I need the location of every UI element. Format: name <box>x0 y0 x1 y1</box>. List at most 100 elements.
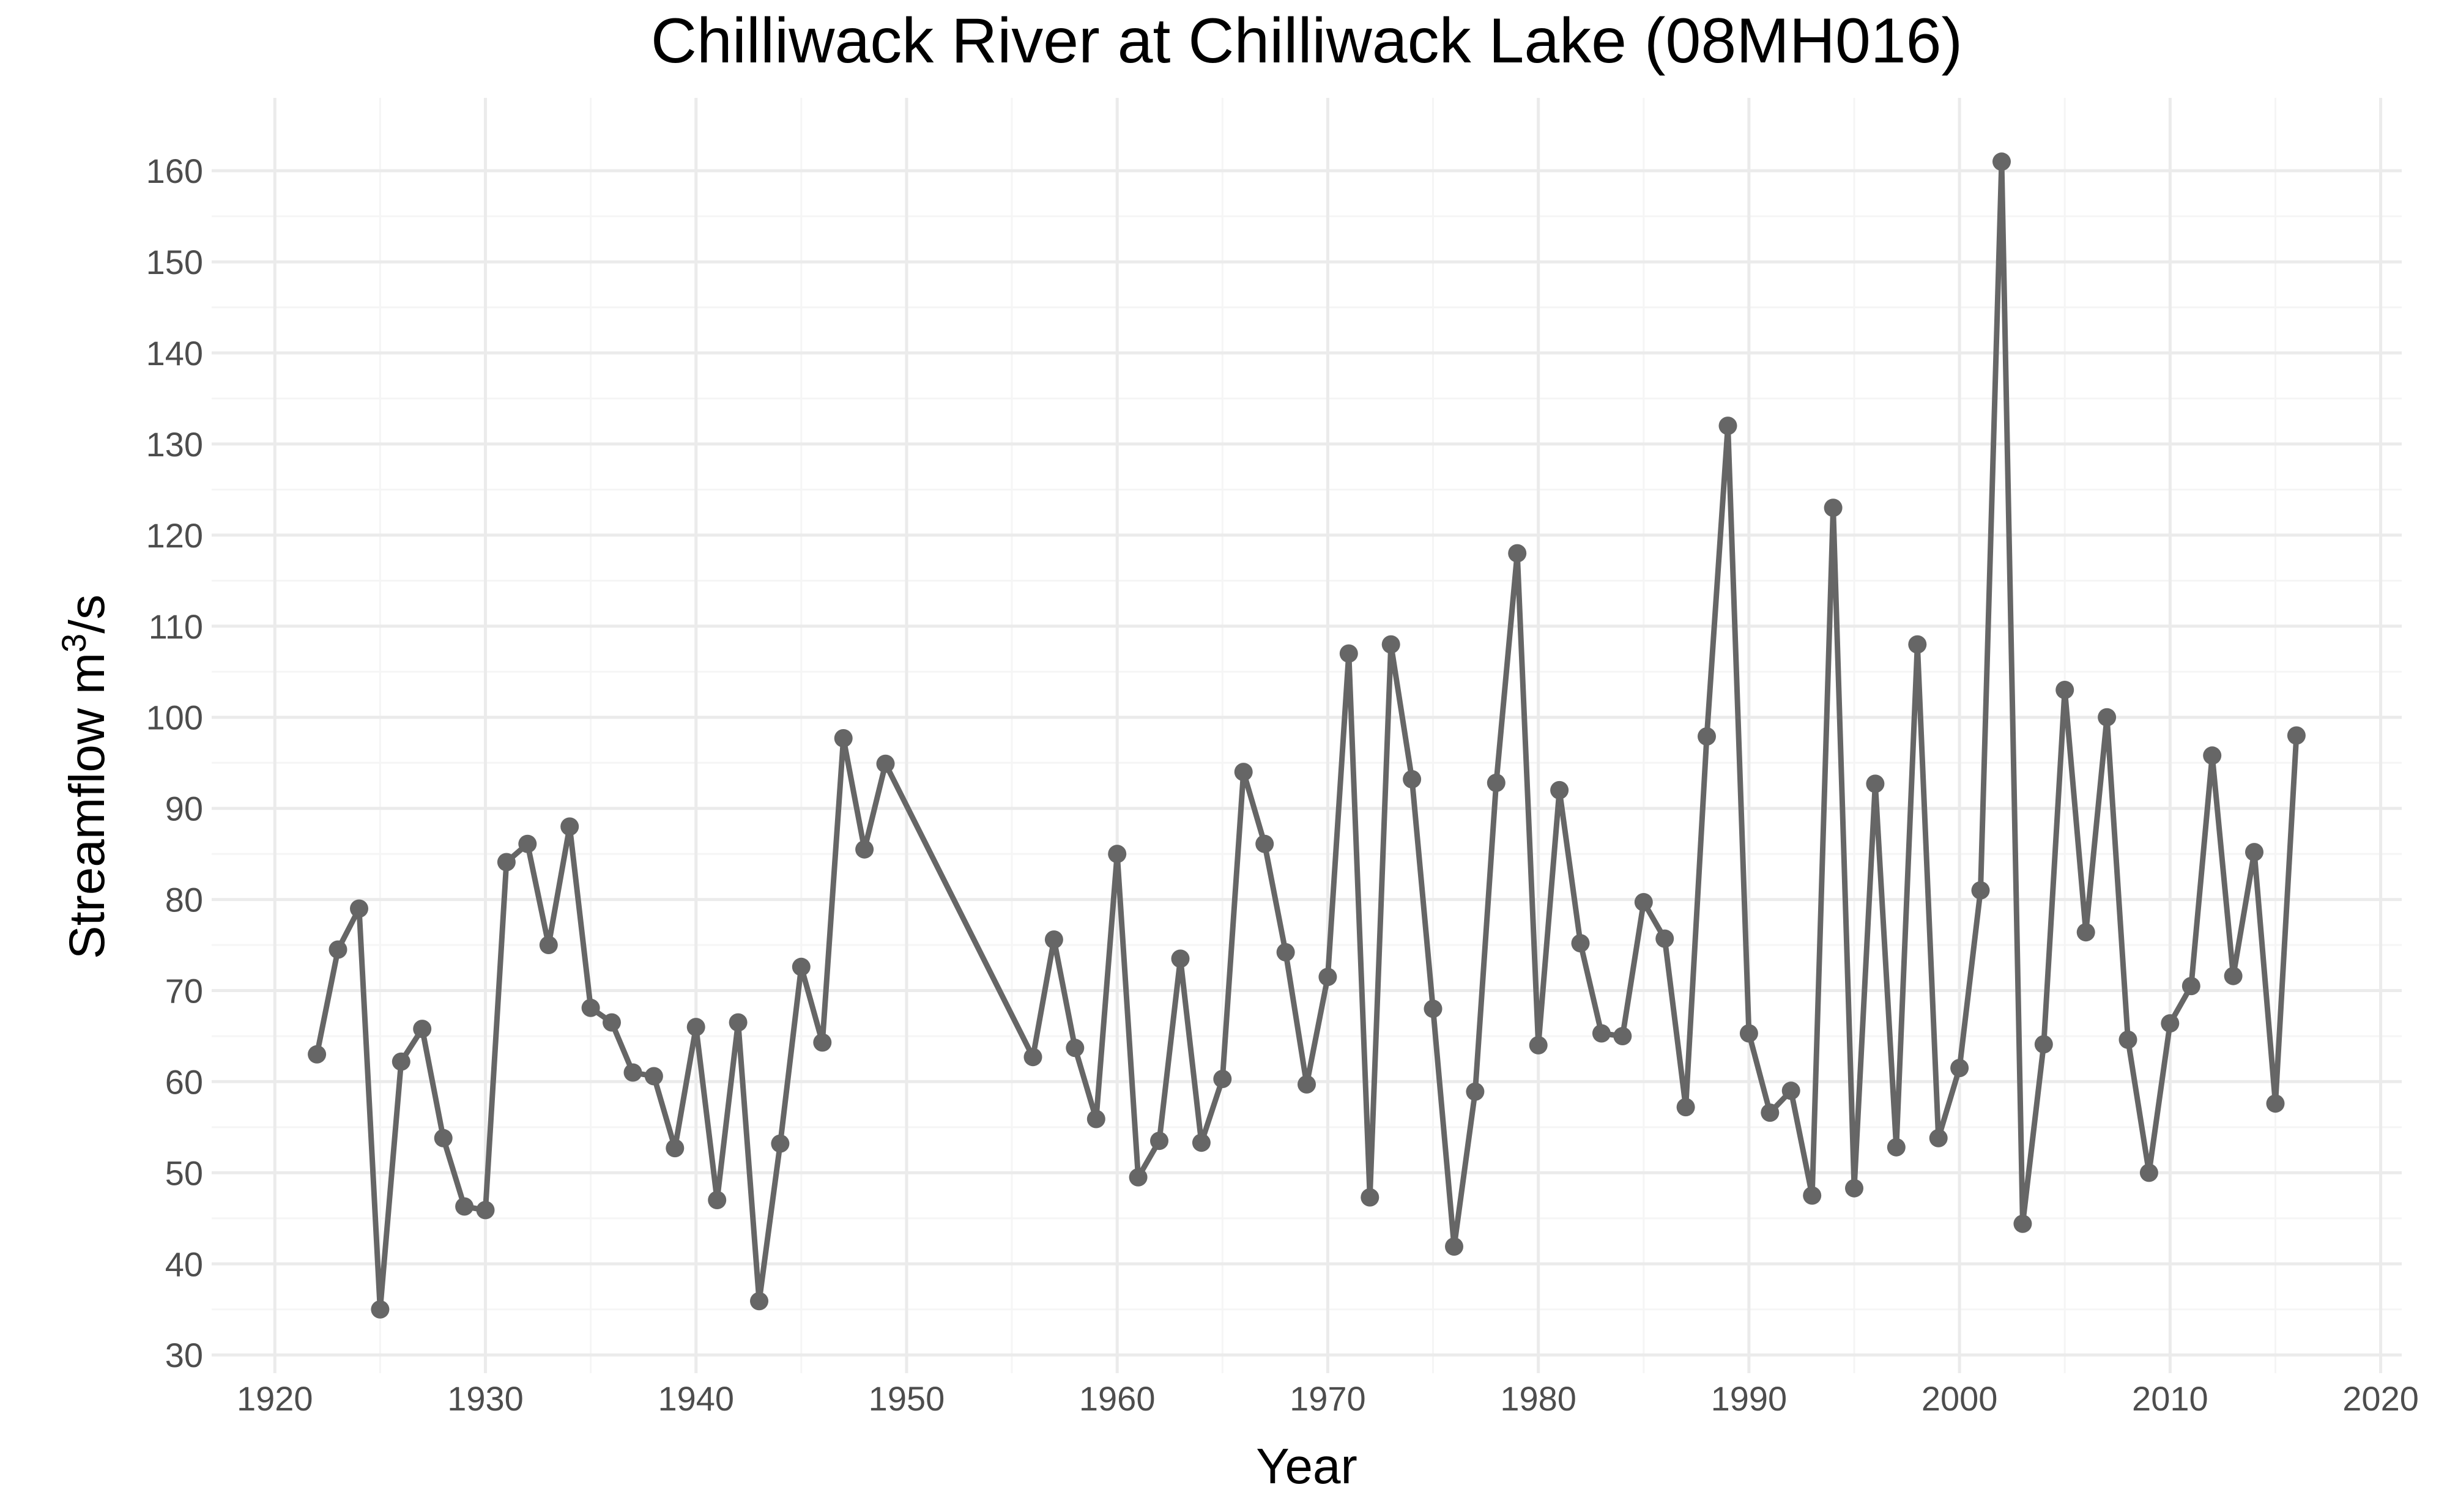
data-point <box>1234 763 1253 782</box>
data-point <box>2034 1035 2053 1054</box>
data-point <box>1508 544 1527 563</box>
data-point <box>1592 1024 1611 1043</box>
data-point <box>1403 770 1422 788</box>
data-point <box>1255 834 1274 853</box>
data-point <box>834 729 853 747</box>
data-point <box>855 840 874 859</box>
data-point <box>2203 746 2222 765</box>
data-point <box>644 1067 663 1086</box>
y-axis-title-superscript: 3 <box>54 634 93 653</box>
data-point <box>2013 1214 2032 1233</box>
y-axis-title-main: Streamflow m <box>59 653 115 959</box>
y-tick-label: 100 <box>146 699 203 737</box>
data-point <box>1634 893 1653 911</box>
data-point <box>1676 1098 1695 1117</box>
streamflow-line <box>314 158 2300 1313</box>
y-tick-label: 50 <box>165 1154 203 1192</box>
data-point <box>1381 635 1400 654</box>
data-point <box>1887 1138 1906 1157</box>
y-tick-label: 30 <box>165 1336 203 1374</box>
data-point <box>1361 1188 1379 1207</box>
grid <box>212 98 2402 1373</box>
y-tick-label: 70 <box>165 972 203 1010</box>
data-point <box>1992 152 2011 171</box>
data-point <box>539 936 558 954</box>
x-tick-label: 2020 <box>2342 1379 2419 1418</box>
data-point <box>2224 966 2243 985</box>
data-point <box>666 1139 685 1158</box>
data-point <box>603 1013 621 1032</box>
data-point <box>1108 845 1127 864</box>
data-point <box>1276 943 1295 962</box>
data-point <box>1718 417 1737 435</box>
x-tick-label: 1940 <box>658 1379 734 1418</box>
data-point <box>876 754 895 773</box>
data-point <box>2245 843 2263 862</box>
data-point <box>1213 1070 1232 1088</box>
y-tick-label: 80 <box>165 881 203 919</box>
x-tick-label: 1960 <box>1079 1379 1156 1418</box>
data-point <box>686 1018 705 1037</box>
data-point <box>1950 1059 1969 1078</box>
data-point <box>1529 1036 1548 1054</box>
tick-labels: 1920 1930 1940 1950 1960 1970 1980 1990 2000 2010… <box>146 152 2419 1418</box>
data-point <box>1129 1168 1148 1187</box>
data-point <box>1845 1179 1863 1198</box>
data-point <box>581 998 600 1017</box>
data-point <box>1445 1237 1463 1256</box>
y-tick-label: 150 <box>146 243 203 281</box>
data-point <box>1866 774 1885 793</box>
y-tick-label: 40 <box>165 1245 203 1283</box>
x-tick-label: 1920 <box>237 1379 313 1418</box>
data-point <box>2161 1014 2180 1033</box>
data-point <box>1781 1081 1800 1100</box>
x-tick-label: 1950 <box>869 1379 945 1418</box>
data-point <box>1803 1186 1822 1205</box>
data-point <box>455 1197 474 1216</box>
data-point <box>1824 498 1843 517</box>
x-tick-label: 1970 <box>1290 1379 1366 1418</box>
y-axis-title: Streamflow m3/s <box>54 595 115 959</box>
x-axis-title: Year <box>1256 1439 1357 1494</box>
data-point <box>1150 1132 1168 1151</box>
data-point <box>1171 949 1190 968</box>
data-point <box>1739 1024 1758 1043</box>
data-point <box>2182 977 2200 996</box>
data-point <box>729 1013 748 1032</box>
data-point <box>623 1063 642 1082</box>
data-point <box>413 1020 432 1039</box>
y-tick-label: 130 <box>146 425 203 464</box>
data-point <box>1424 999 1443 1018</box>
data-point <box>1971 881 1990 900</box>
data-point <box>1318 968 1337 987</box>
data-point <box>1571 934 1590 953</box>
data-point <box>771 1134 790 1153</box>
data-point <box>1761 1103 1780 1122</box>
data-point <box>1698 727 1716 746</box>
data-point <box>392 1052 410 1071</box>
x-tick-label: 1980 <box>1500 1379 1576 1418</box>
data-point <box>2055 681 2074 699</box>
data-point <box>476 1201 495 1220</box>
y-tick-label: 160 <box>146 152 203 190</box>
y-axis-title-tail: /s <box>59 595 115 634</box>
data-point <box>2266 1094 2285 1113</box>
data-point <box>1086 1110 1105 1128</box>
data-point <box>1613 1027 1632 1045</box>
data-point <box>308 1045 327 1064</box>
data-point <box>1655 929 1674 948</box>
data-point <box>434 1128 453 1147</box>
data-series <box>308 152 2306 1319</box>
data-point <box>371 1300 390 1319</box>
y-tick-label: 60 <box>165 1062 203 1101</box>
data-point <box>1192 1133 1211 1152</box>
x-tick-label: 2000 <box>1922 1379 1998 1418</box>
data-point <box>2139 1163 2158 1182</box>
data-point <box>329 940 347 959</box>
data-point <box>1487 773 1506 792</box>
x-tick-label: 1990 <box>1711 1379 1788 1418</box>
y-tick-label: 110 <box>149 607 203 646</box>
data-point <box>792 957 811 976</box>
